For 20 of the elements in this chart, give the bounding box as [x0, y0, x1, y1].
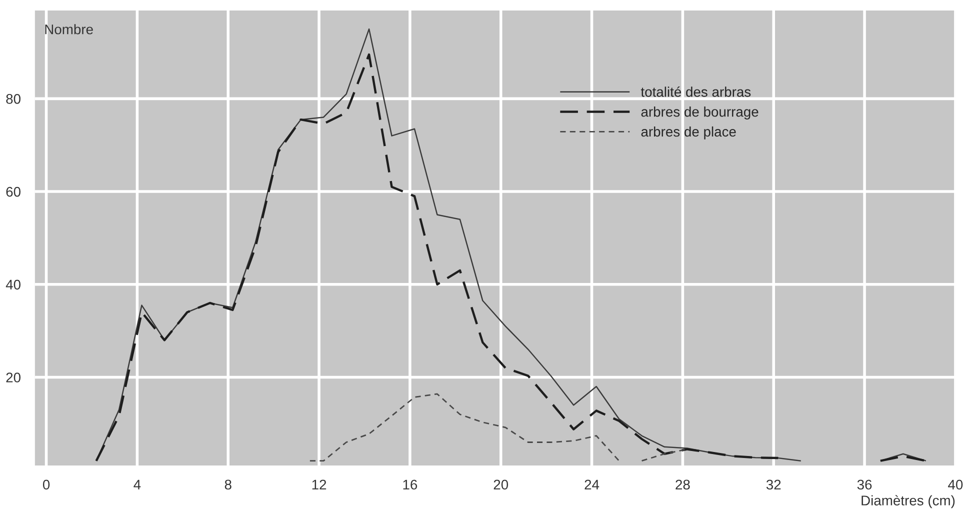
legend-label: arbres de place [641, 126, 736, 140]
x-tick-label: 8 [224, 480, 232, 490]
legend-label: totalité des arbras [640, 86, 751, 97]
x-tick-label: 0 [42, 480, 50, 490]
x-tick-label: 24 [584, 480, 600, 490]
x-axis-title: Diamètres (cm) [862, 495, 955, 508]
legend-label: arbres de bourrage [641, 106, 758, 120]
x-tick-label: 32 [766, 480, 781, 490]
x-tick-label: 28 [676, 480, 690, 490]
y-tick-label: 60 [6, 186, 20, 197]
x-tick-label: 36 [857, 480, 872, 490]
y-tick-label: 80 [6, 94, 20, 104]
x-tick-label: 40 [948, 480, 963, 490]
y-tick-label: 40 [6, 280, 20, 290]
x-tick-label: 20 [494, 480, 508, 490]
x-tick-label: 4 [134, 480, 141, 490]
y-axis-title: Nombre [45, 24, 93, 34]
x-tick-label: 16 [403, 480, 418, 490]
x-tick-label: 12 [312, 480, 326, 490]
y-tick-label: 20 [6, 372, 20, 382]
